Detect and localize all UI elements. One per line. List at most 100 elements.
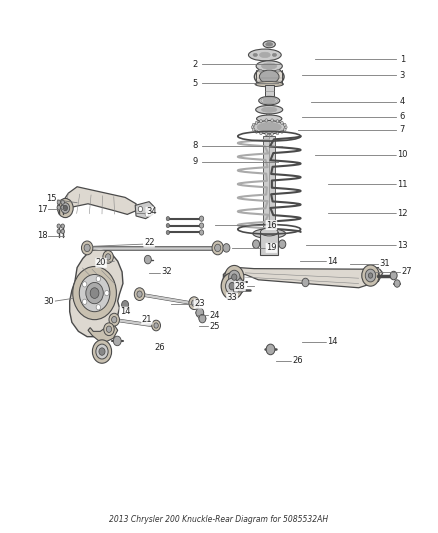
Text: 26: 26: [155, 343, 166, 352]
Ellipse shape: [259, 70, 279, 83]
Circle shape: [251, 126, 254, 129]
Text: 2: 2: [192, 60, 198, 69]
Text: 13: 13: [397, 241, 408, 250]
Circle shape: [63, 205, 67, 211]
Polygon shape: [70, 248, 123, 337]
Circle shape: [82, 281, 87, 287]
Circle shape: [57, 229, 60, 233]
Text: 4: 4: [400, 97, 405, 106]
Circle shape: [61, 200, 64, 204]
Ellipse shape: [254, 67, 284, 86]
Circle shape: [229, 282, 235, 290]
Circle shape: [191, 300, 197, 306]
Circle shape: [86, 282, 103, 304]
Circle shape: [154, 323, 158, 328]
Text: 22: 22: [144, 238, 154, 247]
Circle shape: [137, 291, 142, 297]
Text: 33: 33: [227, 293, 237, 302]
Text: 18: 18: [37, 231, 47, 240]
Circle shape: [145, 255, 151, 264]
Bar: [261, 232, 278, 255]
Circle shape: [255, 130, 258, 133]
Circle shape: [212, 241, 223, 255]
Circle shape: [233, 287, 239, 293]
Text: 25: 25: [209, 321, 220, 330]
Ellipse shape: [199, 317, 206, 321]
Bar: [265, 85, 274, 96]
Circle shape: [215, 244, 221, 252]
Circle shape: [61, 203, 70, 213]
Ellipse shape: [259, 52, 270, 58]
Circle shape: [105, 290, 109, 296]
Circle shape: [229, 270, 240, 284]
Circle shape: [109, 313, 120, 326]
Circle shape: [147, 208, 151, 213]
Circle shape: [92, 340, 112, 364]
Circle shape: [112, 317, 117, 323]
Circle shape: [99, 348, 105, 356]
Circle shape: [276, 132, 279, 135]
Text: 10: 10: [397, 150, 408, 159]
Ellipse shape: [266, 43, 273, 46]
Circle shape: [271, 119, 273, 122]
Circle shape: [84, 244, 90, 252]
Circle shape: [279, 240, 286, 248]
Circle shape: [265, 132, 268, 135]
Text: 19: 19: [266, 244, 277, 253]
Circle shape: [57, 205, 60, 209]
Circle shape: [166, 223, 170, 228]
Circle shape: [260, 132, 262, 135]
Circle shape: [61, 205, 64, 209]
Text: 15: 15: [46, 194, 56, 203]
Circle shape: [252, 128, 255, 131]
Ellipse shape: [276, 69, 280, 72]
Circle shape: [199, 216, 204, 221]
Circle shape: [365, 269, 376, 282]
Ellipse shape: [263, 98, 276, 103]
Polygon shape: [223, 284, 244, 296]
Ellipse shape: [255, 82, 283, 87]
Text: 8: 8: [192, 141, 198, 150]
Circle shape: [260, 119, 262, 123]
Circle shape: [189, 297, 199, 310]
Text: 17: 17: [37, 205, 47, 214]
Ellipse shape: [261, 228, 278, 236]
Circle shape: [252, 123, 255, 126]
Circle shape: [96, 344, 108, 359]
Circle shape: [166, 216, 170, 221]
Circle shape: [221, 273, 243, 300]
Circle shape: [145, 212, 149, 216]
Circle shape: [104, 323, 114, 336]
Circle shape: [276, 119, 279, 123]
Text: 28: 28: [235, 281, 245, 290]
Circle shape: [394, 280, 400, 287]
Circle shape: [82, 299, 87, 304]
Circle shape: [281, 130, 283, 133]
Circle shape: [122, 301, 129, 309]
Ellipse shape: [248, 49, 281, 61]
Circle shape: [103, 251, 113, 263]
Text: 14: 14: [327, 337, 338, 346]
Text: 14: 14: [327, 257, 338, 265]
Circle shape: [96, 304, 101, 310]
Circle shape: [271, 132, 273, 135]
Circle shape: [57, 198, 73, 217]
Text: 30: 30: [43, 296, 54, 305]
Circle shape: [166, 230, 170, 235]
Ellipse shape: [261, 63, 277, 69]
Text: 7: 7: [400, 125, 405, 134]
Circle shape: [57, 224, 60, 228]
Bar: [263, 136, 276, 232]
Ellipse shape: [196, 310, 204, 315]
Circle shape: [226, 278, 239, 294]
Text: 20: 20: [96, 259, 106, 267]
Circle shape: [265, 119, 268, 122]
Ellipse shape: [256, 61, 283, 71]
Text: 12: 12: [397, 209, 408, 218]
Ellipse shape: [259, 96, 280, 105]
Text: 6: 6: [400, 112, 405, 121]
Ellipse shape: [261, 107, 277, 112]
Circle shape: [281, 121, 283, 124]
Text: 5: 5: [192, 78, 198, 87]
Ellipse shape: [256, 106, 283, 114]
